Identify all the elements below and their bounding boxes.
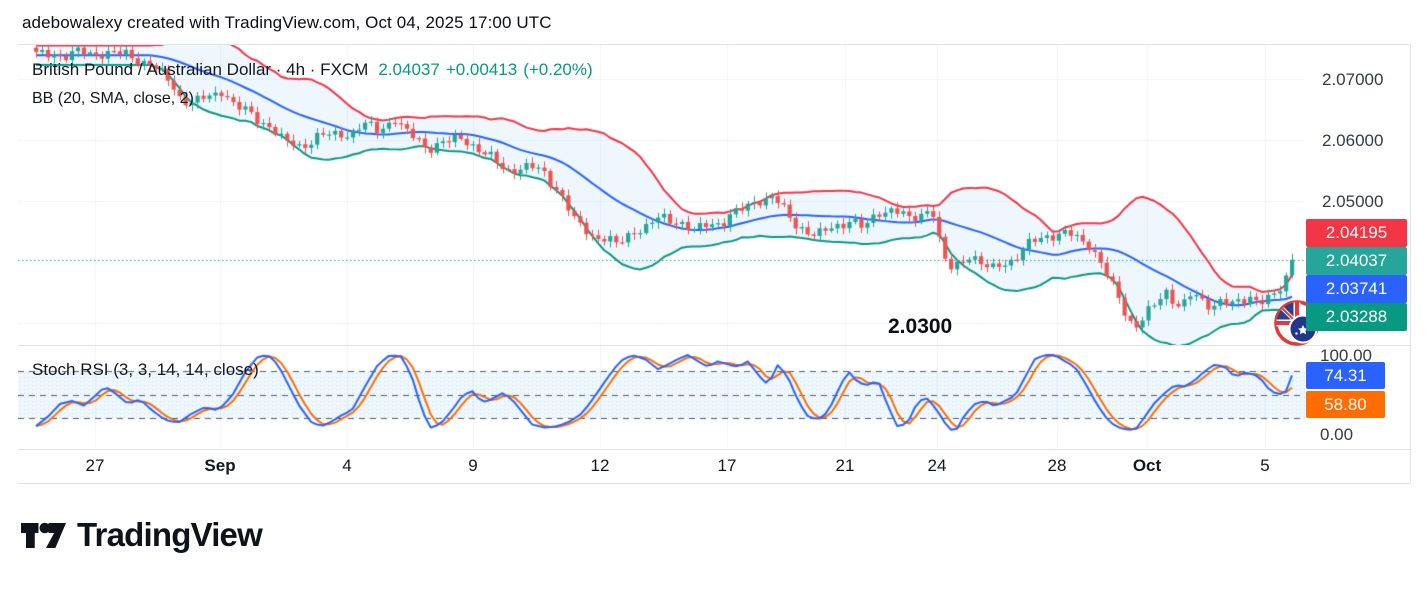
time-axis-label: 12: [590, 456, 610, 475]
time-axis-label: Oct: [1132, 456, 1162, 475]
time-axis-label: 17: [717, 456, 737, 475]
stoch-tick-0[interactable]: 0.00: [1320, 425, 1354, 444]
footer-brand[interactable]: TradingView: [21, 516, 263, 554]
bb-upper-price-badge: 2.04195: [1306, 219, 1407, 247]
bb-lower-price-badge: 2.03288: [1306, 303, 1407, 331]
stoch-k-badge: 74.31: [1306, 362, 1385, 389]
stoch-rsi-indicator-label[interactable]: Stoch RSI (3, 3, 14, 14, close): [32, 360, 259, 379]
stoch-tick-100[interactable]: 100.00: [1320, 346, 1372, 365]
price-level-annotation: 2.0300: [888, 315, 953, 338]
symbol-header: British Pound / Australian Dollar · 4h ·…: [32, 60, 599, 80]
time-axis-label: Sep: [204, 456, 236, 475]
stoch-d-badge: 58.80: [1306, 391, 1385, 418]
price-tick-2-06[interactable]: 2.06000: [1322, 131, 1384, 150]
attribution-text: adebowalexy created with TradingView.com…: [22, 13, 552, 32]
bollinger-indicator-label[interactable]: BB (20, SMA, close, 2): [32, 90, 194, 107]
price-chart-canvas[interactable]: [18, 44, 1305, 345]
time-axis-label: 5: [1260, 456, 1270, 475]
time-axis-label: 9: [468, 456, 478, 475]
price-change-percent: (+0.20%): [523, 60, 593, 79]
tradingview-wordmark: TradingView: [77, 516, 263, 553]
price-change-value: +0.00413: [445, 60, 518, 79]
bb-basis-price-badge: 2.03741: [1306, 275, 1407, 303]
tradingview-logo-icon: [21, 522, 66, 548]
price-tick-2-05[interactable]: 2.05000: [1322, 192, 1384, 211]
symbol-title[interactable]: British Pound / Australian Dollar · 4h ·…: [32, 60, 369, 79]
chart-top-border: [18, 44, 1410, 45]
price-axis-border: [1410, 44, 1411, 483]
last-price-badge: 2.04037: [1306, 247, 1407, 275]
price-tick-2-07[interactable]: 2.07000: [1322, 70, 1384, 89]
last-price-value: 2.04037: [378, 60, 440, 79]
time-axis[interactable]: 27 Sep 4 9 12 17 21 24 28 Oct 5: [0, 456, 1428, 482]
time-axis-label: 21: [835, 456, 855, 475]
time-axis-label: 28: [1047, 456, 1067, 475]
chart-bottom-border: [18, 483, 1410, 484]
pane-divider: [18, 345, 1410, 346]
time-axis-label: 4: [342, 456, 352, 475]
stoch-rsi-canvas[interactable]: [18, 345, 1305, 449]
time-axis-label: 24: [927, 456, 947, 475]
time-axis-label: 27: [85, 456, 105, 475]
time-axis-border: [18, 449, 1410, 450]
